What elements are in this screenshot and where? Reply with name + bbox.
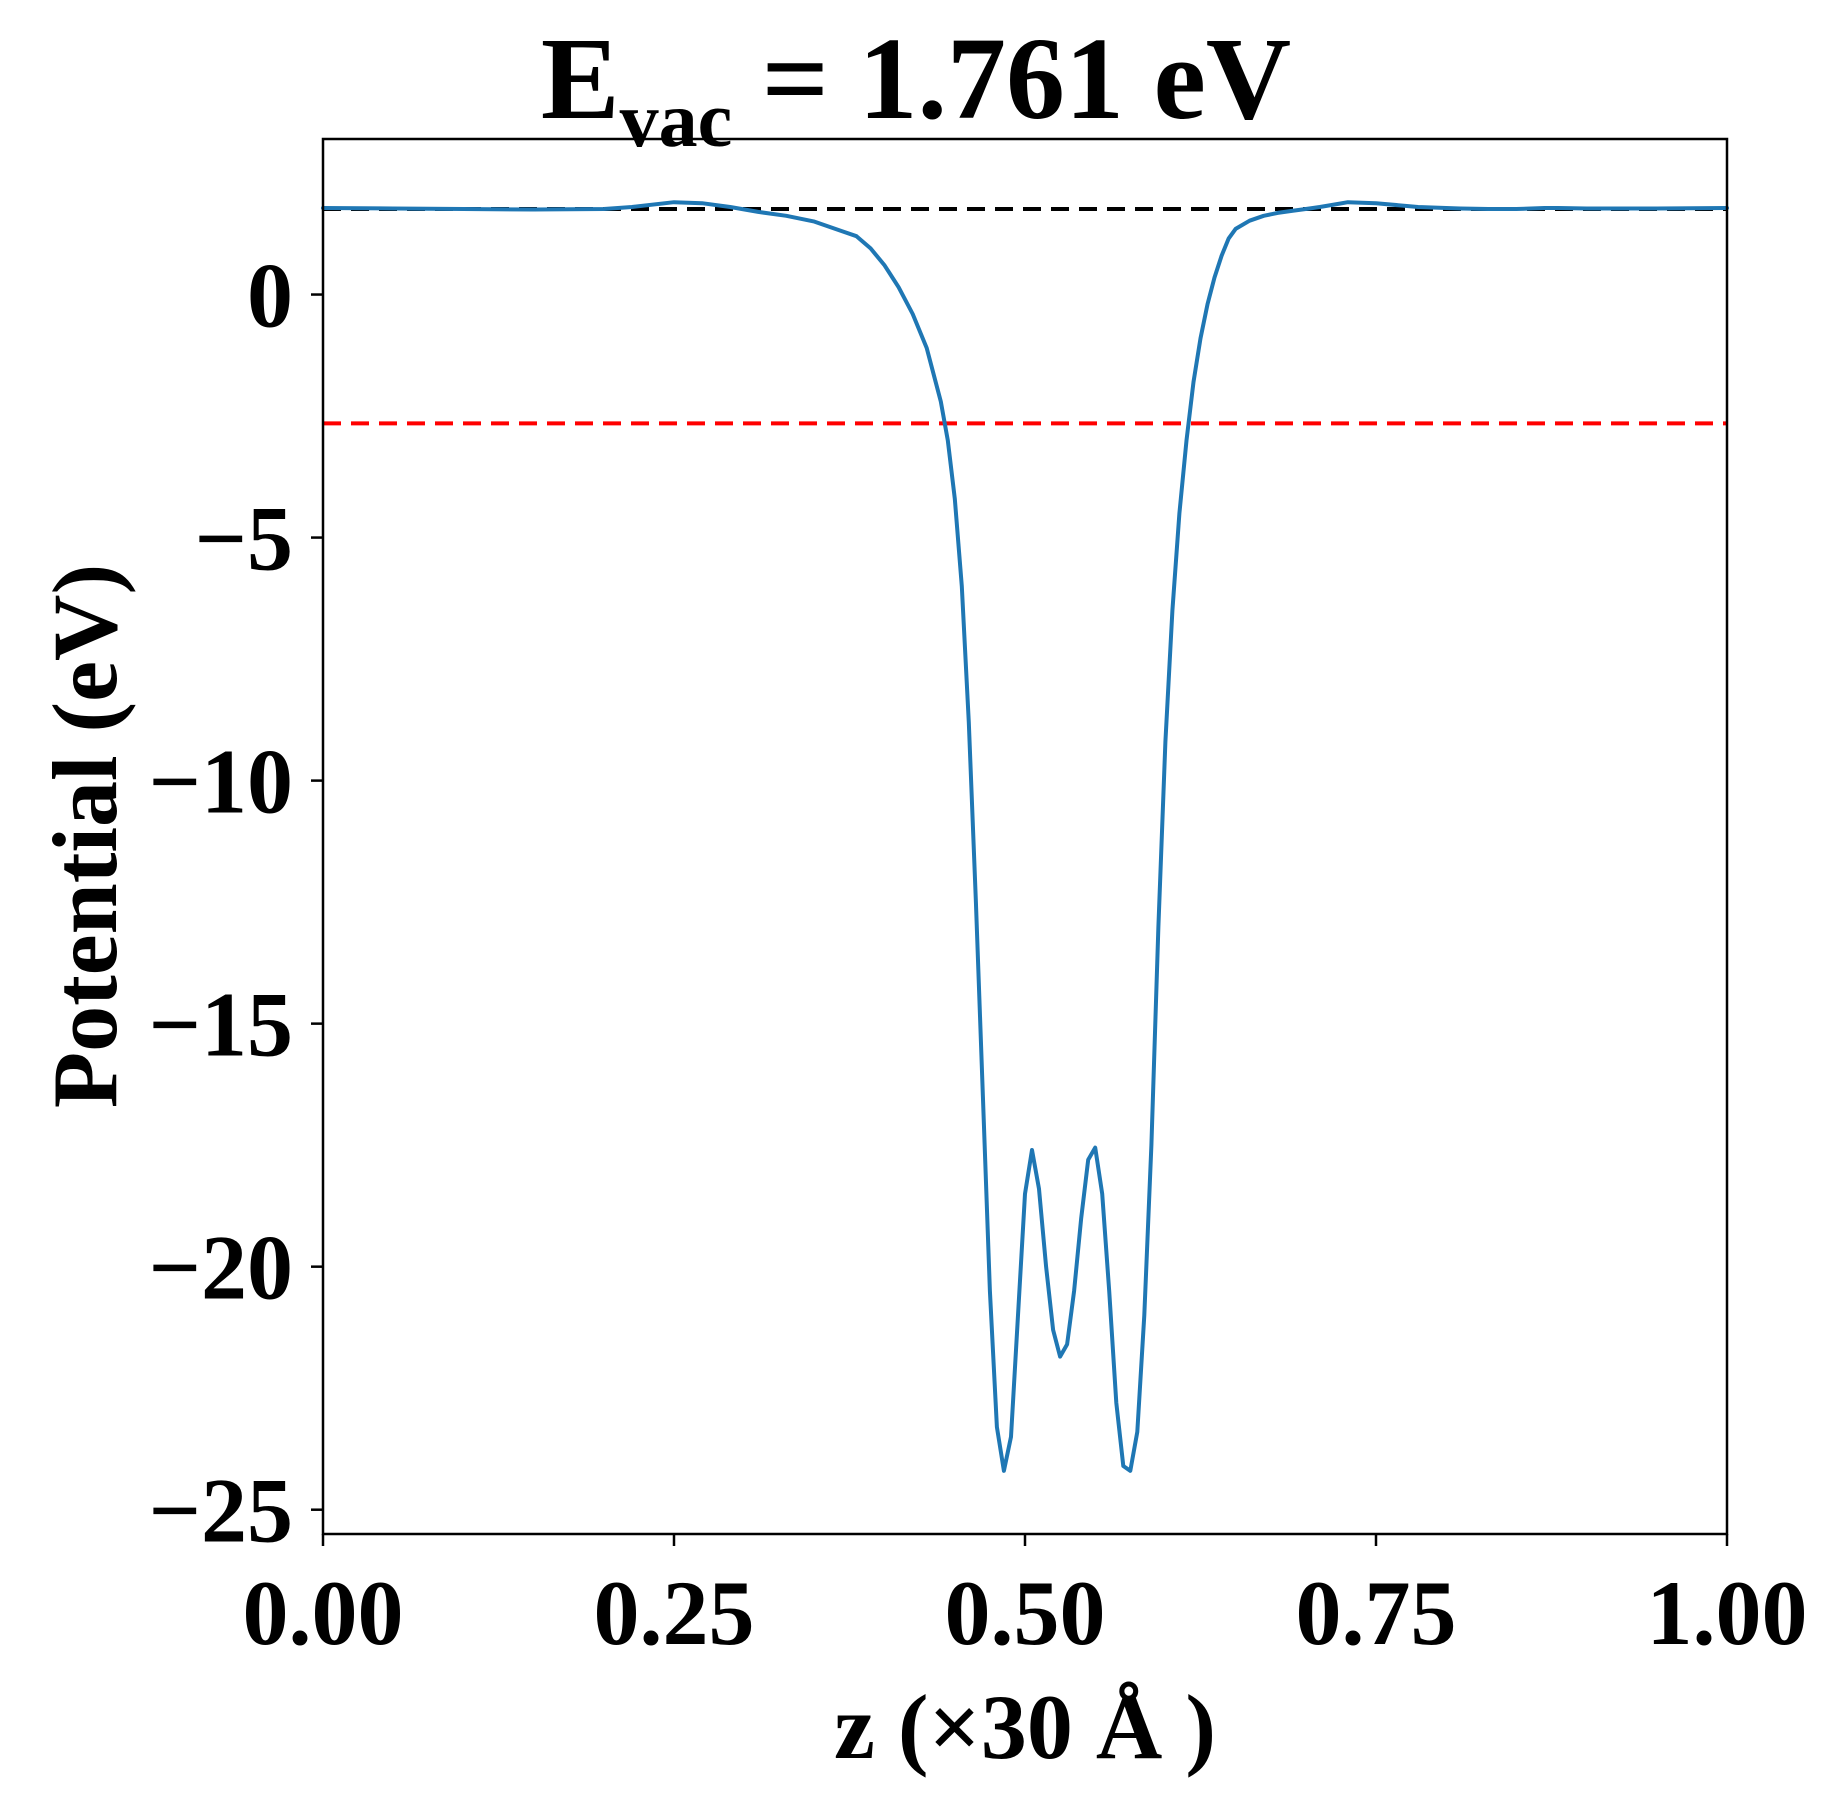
y-axis: 0 −5 −10 −15 −20 −25 xyxy=(149,245,323,1562)
reference-lines xyxy=(323,206,1727,426)
series-line-0 xyxy=(321,200,1729,1473)
x-axis: 0.00 0.25 0.50 0.75 1.00 xyxy=(243,1534,1808,1664)
title-rest: = 1.761 eV xyxy=(732,13,1291,144)
y-tick-label-0: 0 xyxy=(247,245,293,347)
title-main: E xyxy=(541,13,620,144)
x-tick-label-0: 0.00 xyxy=(243,1562,404,1664)
x-tick-label-4: 1.00 xyxy=(1647,1562,1808,1664)
y-tick-label-3: −15 xyxy=(149,974,293,1076)
y-tick-label-1: −5 xyxy=(195,488,293,590)
title-subscript: vac xyxy=(620,76,733,163)
plot-frame xyxy=(321,137,1729,1536)
x-tick-label-2: 0.50 xyxy=(945,1562,1106,1664)
y-tick-label-2: −10 xyxy=(149,731,293,833)
series-layer xyxy=(321,200,1729,1473)
x-tick-label-3: 0.75 xyxy=(1296,1562,1457,1664)
y-tick-label-5: −25 xyxy=(149,1460,293,1562)
chart-title: Evac = 1.761 eV xyxy=(541,13,1291,163)
y-axis-label: Potential (eV) xyxy=(34,564,136,1108)
x-axis-label: z (×30 Å ) xyxy=(834,1676,1216,1778)
x-tick-label-1: 0.25 xyxy=(594,1562,755,1664)
y-tick-label-4: −20 xyxy=(149,1217,293,1319)
